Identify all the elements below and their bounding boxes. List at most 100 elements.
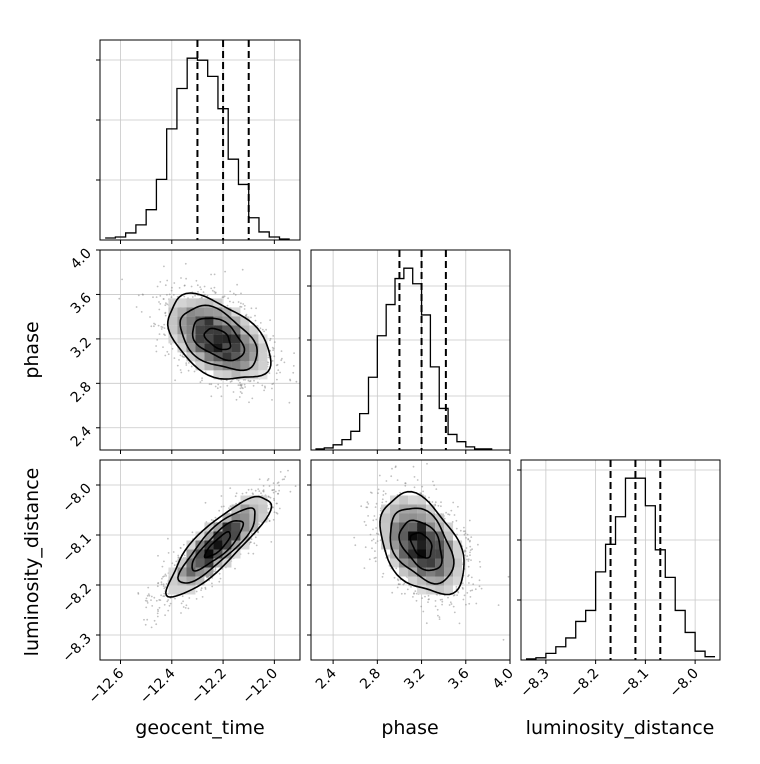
scatter-point xyxy=(385,480,388,482)
scatter-point xyxy=(249,380,252,382)
scatter-point xyxy=(211,585,214,588)
density-cell xyxy=(240,352,250,362)
y-tick-label: 2.4 xyxy=(68,423,95,450)
scatter-point xyxy=(226,384,229,387)
density-cell xyxy=(399,540,409,550)
scatter-point xyxy=(145,606,148,609)
scatter-point xyxy=(200,288,203,291)
density-cell xyxy=(231,504,241,514)
scatter-point xyxy=(152,296,154,299)
density-cell xyxy=(417,585,427,595)
scatter-point xyxy=(381,576,384,578)
scatter-point xyxy=(257,488,260,490)
density-cell xyxy=(222,540,232,550)
density-cell xyxy=(231,531,241,541)
density-cell xyxy=(249,334,259,344)
scatter-point xyxy=(257,381,259,384)
scatter-point xyxy=(171,286,173,289)
scatter-point xyxy=(455,527,458,530)
density-cell xyxy=(195,361,205,371)
density-cell xyxy=(390,513,400,523)
scatter-point xyxy=(463,550,466,553)
scatter-point xyxy=(146,600,149,602)
density-cell xyxy=(231,343,241,353)
scatter-point xyxy=(188,597,191,599)
scatter-point xyxy=(151,605,154,607)
scatter-point xyxy=(150,599,152,601)
density-cell xyxy=(240,522,250,532)
scatter-point xyxy=(150,325,153,328)
scatter-point xyxy=(161,565,164,568)
scatter-point xyxy=(412,596,414,598)
scatter-point xyxy=(459,529,462,532)
density-cell xyxy=(195,549,205,559)
scatter-point xyxy=(235,398,238,401)
scatter-point xyxy=(294,485,297,487)
y-tick-label: −8.1 xyxy=(59,531,94,566)
density-cell xyxy=(426,540,436,550)
scatter-point xyxy=(236,283,239,286)
scatter-point xyxy=(190,285,193,288)
scatter-point xyxy=(434,600,437,602)
density-cell xyxy=(249,325,259,335)
contour-level xyxy=(191,317,246,362)
scatter-point xyxy=(182,543,185,546)
scatter-point xyxy=(214,292,217,294)
scatter-point xyxy=(188,362,190,364)
scatter-point xyxy=(156,615,159,618)
scatter-point xyxy=(469,589,472,592)
scatter-point xyxy=(259,327,262,330)
scatter-point xyxy=(404,482,407,485)
scatter-point xyxy=(471,548,473,551)
density-cell xyxy=(222,307,232,317)
contour-level xyxy=(379,490,465,596)
y-tick-label: 3.6 xyxy=(68,290,95,317)
scatter-point xyxy=(477,543,479,546)
axes-frame xyxy=(520,459,721,661)
scatter-point xyxy=(174,379,177,382)
density-cell xyxy=(399,495,409,505)
scatter-point xyxy=(364,546,367,549)
scatter-point xyxy=(415,599,418,602)
scatter-point xyxy=(167,537,169,540)
scatter-point xyxy=(210,519,213,521)
scatter-point xyxy=(469,551,471,554)
scatter-point xyxy=(166,279,169,282)
density-cell xyxy=(240,370,250,380)
density-cell xyxy=(417,567,427,577)
scatter-point xyxy=(272,349,274,352)
scatter-point xyxy=(382,490,385,493)
density-cell xyxy=(231,540,241,550)
density-cell xyxy=(417,522,427,532)
scatter-point xyxy=(373,557,376,559)
scatter-point xyxy=(140,311,143,313)
x-tick-label: 2.8 xyxy=(357,666,384,693)
scatter-point xyxy=(144,623,147,626)
density-cell xyxy=(213,522,223,532)
scatter-point xyxy=(289,378,291,381)
scatter-point xyxy=(250,307,253,310)
scatter-point xyxy=(157,324,160,327)
scatter-point xyxy=(273,499,276,502)
scatter-point xyxy=(222,505,225,508)
scatter-point xyxy=(197,291,199,293)
scatter-point xyxy=(254,314,256,317)
scatter-point xyxy=(261,328,264,331)
density-cell xyxy=(195,352,205,362)
density-cell xyxy=(222,531,232,541)
scatter-point xyxy=(176,364,179,367)
scatter-point xyxy=(163,560,165,563)
scatter-point xyxy=(275,502,278,505)
scatter-point xyxy=(447,596,449,599)
x-tick-label: −12.2 xyxy=(188,666,230,708)
x-axis-label-geocent-time: geocent_time xyxy=(135,717,264,739)
scatter-point xyxy=(167,552,170,554)
scatter-point xyxy=(507,575,510,578)
density-cell xyxy=(168,307,178,317)
density-cell xyxy=(417,558,427,568)
scatter-point xyxy=(235,502,238,505)
scatter-point xyxy=(416,479,419,481)
scatter-point xyxy=(229,487,232,489)
histogram-steps xyxy=(105,57,290,240)
density-cell xyxy=(204,531,214,541)
